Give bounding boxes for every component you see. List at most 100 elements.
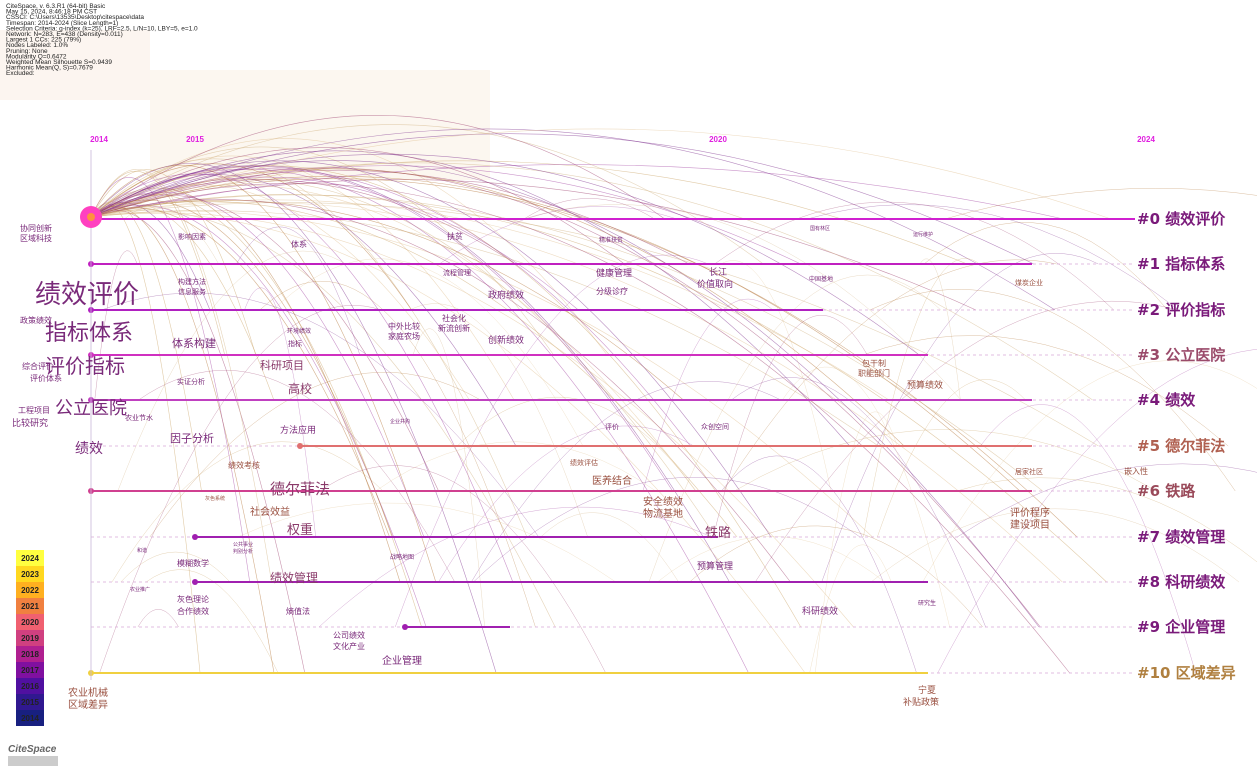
arc — [471, 381, 781, 583]
legend-label: 2020 — [21, 618, 39, 627]
node-label: 企业并购 — [390, 418, 410, 425]
arc — [90, 177, 251, 583]
node-label: 综合评价 — [22, 361, 54, 371]
arc — [375, 441, 656, 492]
legend-label: 2024 — [21, 554, 39, 563]
arc — [90, 164, 437, 583]
legend-label: 2014 — [21, 714, 39, 723]
hub-core — [87, 213, 95, 221]
arc — [523, 204, 962, 401]
header-line: Harmonic Mean(Q, S)=0.7679 — [6, 65, 93, 72]
arc — [937, 349, 1257, 674]
legend-swatch — [16, 662, 44, 678]
node-label: 公司绩效 — [333, 630, 365, 640]
year-label: 2014 — [90, 135, 108, 144]
node-label: 铁路 — [705, 525, 731, 541]
node-label: 精准扶贫 — [599, 236, 623, 244]
node-label: 众创空间 — [701, 422, 729, 431]
node-label: 战略地图 — [390, 553, 414, 561]
node-label: 指标 — [288, 339, 302, 348]
arc — [90, 201, 202, 492]
arc — [642, 299, 774, 492]
arc — [145, 569, 279, 674]
logo-base — [8, 756, 58, 766]
arc — [111, 441, 384, 583]
node-label: 影响因素 — [178, 232, 206, 241]
node-label: 文化产业 — [333, 641, 365, 651]
header-line: Pruning: None — [6, 48, 48, 55]
year-label: 2020 — [709, 135, 727, 144]
cluster-label: #0 绩效评价 — [1137, 210, 1226, 228]
arc — [782, 367, 950, 628]
year-label: 2015 — [186, 135, 204, 144]
node-label: 农业推广 — [130, 586, 150, 593]
arc — [120, 551, 231, 583]
arc — [734, 429, 1157, 492]
cluster-lines — [16, 150, 1135, 726]
legend-label: 2015 — [21, 698, 39, 707]
arc — [244, 287, 316, 538]
arc — [117, 250, 346, 492]
node-label: 比较研究 — [12, 417, 48, 429]
node-label: 居家社区 — [1015, 467, 1043, 476]
node-label: 环境绩效 — [287, 327, 311, 335]
node-label: 灰色系统 — [205, 495, 225, 502]
legend-label: 2019 — [21, 634, 39, 643]
arc — [90, 160, 1040, 628]
legend-swatch — [16, 582, 44, 598]
arc — [90, 199, 393, 538]
arc — [90, 155, 515, 401]
node-label: 预算绩效 — [907, 379, 943, 391]
arc — [90, 169, 272, 583]
arc — [922, 360, 1257, 583]
node-label: 新流创新 — [438, 323, 470, 333]
node-label: 创新绩效 — [488, 334, 524, 346]
node-label: 企业管理 — [382, 654, 422, 667]
cluster-node — [402, 624, 408, 630]
node-label: 科研绩效 — [802, 605, 838, 617]
arc — [540, 512, 679, 583]
node-label: 农业节水 — [125, 413, 153, 422]
node-label: 评价程序 — [1010, 506, 1050, 519]
legend-swatch — [16, 710, 44, 726]
cluster-label: #2 评价指标 — [1137, 301, 1225, 319]
arc — [137, 609, 179, 628]
arc — [90, 166, 673, 492]
arc — [90, 212, 854, 628]
node-label: 绩效 — [75, 441, 103, 457]
legend-swatch — [16, 614, 44, 630]
node-label: 社会效益 — [250, 505, 290, 518]
node-label: 区域科技 — [20, 233, 52, 243]
arc — [90, 173, 517, 447]
node-label: 科研项目 — [260, 358, 304, 372]
arc — [755, 301, 1178, 583]
node-label: 高校 — [288, 381, 312, 396]
legend-label: 2016 — [21, 682, 39, 691]
arc — [90, 179, 977, 311]
legend-swatch — [16, 630, 44, 646]
cluster-label: #4 绩效 — [1137, 391, 1196, 409]
arc — [923, 222, 1168, 311]
node-label: 评价 — [605, 423, 619, 431]
arc — [869, 289, 1236, 492]
arc — [721, 455, 917, 674]
header-line: Weighted Mean Silhouette S=0.9439 — [6, 59, 112, 66]
arc — [723, 259, 1057, 492]
node-label: 指标体系 — [45, 321, 133, 346]
arc — [90, 124, 764, 265]
logo: CiteSpace — [8, 744, 57, 755]
node-label: 评价体系 — [30, 373, 62, 383]
arc — [259, 281, 536, 628]
node-label: 方法应用 — [280, 424, 316, 436]
legend-label: 2018 — [21, 650, 39, 659]
arc — [90, 168, 691, 447]
cluster-label: #8 科研绩效 — [1137, 573, 1226, 591]
legend-label: 2022 — [21, 586, 39, 595]
node-label: 绩效评价 — [35, 280, 139, 310]
node-label: 协同创新 — [20, 223, 52, 233]
arc — [90, 194, 1107, 583]
arc — [523, 198, 655, 220]
header-line: Largest 1 CCs: 225 (79%) — [6, 37, 81, 44]
arc — [90, 194, 1043, 492]
arc — [439, 206, 678, 265]
